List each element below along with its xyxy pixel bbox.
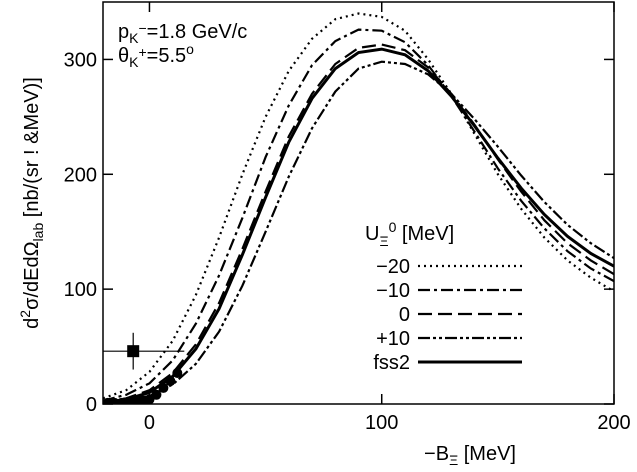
y-tick-label: 100: [64, 279, 97, 301]
x-tick-label: 0: [144, 412, 155, 434]
legend-label: −20: [376, 256, 410, 278]
plot-frame: [102, 1, 615, 405]
data-square: [127, 345, 140, 358]
y-tick-label: 0: [86, 394, 97, 416]
curve: [103, 12, 614, 400]
legend-title: UΞ0 [MeV]: [365, 219, 454, 249]
x-tick-label: 200: [597, 412, 630, 434]
data-point: [158, 382, 169, 393]
y-tick-label: 200: [64, 164, 97, 186]
curve: [103, 47, 614, 404]
legend-label: 0: [399, 304, 410, 326]
annotation: pK−=1.8 GeV/c: [118, 20, 247, 46]
annotation: θK+=5.5o: [118, 41, 194, 70]
legend-label: −10: [376, 280, 410, 302]
curve: [103, 28, 614, 402]
curve: [103, 43, 614, 403]
legend-label: fss2: [373, 352, 410, 374]
x-axis-label: −BΞ [MeV]: [424, 443, 516, 468]
x-tick-label: 100: [365, 412, 398, 434]
legend-label: +10: [376, 328, 410, 350]
plot-area: [103, 12, 614, 404]
curve: [103, 60, 614, 404]
data-point: [172, 367, 183, 378]
data-point: [165, 376, 176, 387]
data-point: [151, 389, 162, 400]
y-tick-label: 300: [64, 49, 97, 71]
y-axis-label: d2σ/dEdΩlab [nb/(sr ! &MeV)]: [17, 77, 46, 329]
